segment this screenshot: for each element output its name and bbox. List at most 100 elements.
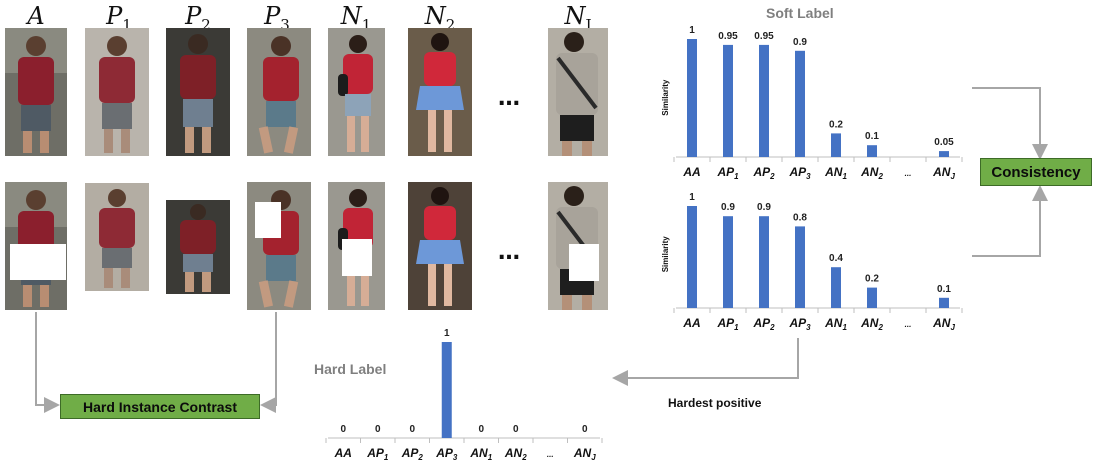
header-negative-j: NJ	[564, 2, 592, 34]
tick-label-hard-6: ...	[547, 450, 554, 459]
tick-label-hard-0: AA	[334, 446, 352, 460]
tick-label-soft-bottom-0: AA	[682, 316, 700, 330]
data-label-soft-bottom-0: 1	[689, 192, 695, 203]
data-label-hard-5: 0	[513, 424, 519, 435]
bar-soft-bottom-5	[867, 287, 877, 308]
arrow-anchor-to-contrast	[35, 312, 60, 413]
person-image-positive-3-erased	[247, 182, 311, 310]
tick-label-soft-bottom-3: AP3	[788, 316, 811, 332]
tick-label-hard-5: AN2	[504, 446, 527, 462]
data-label-soft-bottom-1: 0.9	[721, 202, 735, 213]
tick-label-soft-top-7: ANJ	[932, 165, 955, 181]
erase-mask	[10, 244, 66, 280]
arrow-p3-to-contrast	[260, 312, 277, 413]
data-label-hard-3: 1	[444, 328, 450, 339]
data-label-hard-1: 0	[375, 424, 381, 435]
bar-soft-top-4	[831, 133, 841, 157]
bar-soft-top-3	[795, 50, 805, 157]
hard-instance-contrast-box: Hard Instance Contrast	[60, 394, 260, 419]
person-image-negative-j-erased	[548, 182, 608, 310]
bar-soft-bottom-4	[831, 267, 841, 308]
tick-label-soft-bottom-7: ANJ	[932, 316, 955, 332]
bar-soft-bottom-2	[759, 216, 769, 308]
ellipsis-bottom: …	[498, 240, 520, 265]
tick-label-soft-top-4: AN1	[824, 165, 847, 181]
tick-label-soft-bottom-5: AN2	[860, 316, 883, 332]
data-label-soft-top-4: 0.2	[829, 119, 843, 130]
data-label-soft-bottom-4: 0.4	[829, 253, 843, 264]
data-label-soft-top-0: 1	[689, 25, 695, 36]
header-negative-2: N2	[424, 2, 456, 34]
bar-soft-top-2	[759, 44, 769, 157]
bar-hard-3	[441, 342, 452, 438]
person-image-negative-j	[548, 28, 608, 156]
data-label-hard-4: 0	[478, 424, 484, 435]
bar-soft-top-1	[723, 44, 733, 157]
data-label-soft-bottom-7: 0.1	[937, 284, 951, 295]
erase-mask	[342, 239, 372, 276]
data-label-soft-bottom-2: 0.9	[757, 202, 771, 213]
bar-soft-top-7	[939, 151, 949, 157]
soft-label-title: Soft Label	[766, 5, 834, 21]
tick-label-soft-top-0: AA	[682, 165, 700, 179]
arrow-bottom-to-consistency	[972, 185, 1048, 257]
tick-label-soft-top-2: AP2	[752, 165, 775, 181]
person-image-positive-1-augmented	[85, 183, 149, 291]
data-label-soft-top-2: 0.95	[754, 31, 774, 42]
tick-label-soft-top-6: ...	[905, 169, 912, 178]
person-image-positive-3	[247, 28, 311, 156]
tick-label-hard-4: AN1	[469, 446, 492, 462]
bar-soft-bottom-7	[939, 297, 949, 308]
tick-label-hard-1: AP1	[366, 446, 389, 462]
person-image-anchor	[5, 28, 67, 156]
person-image-negative-1-erased	[328, 182, 385, 310]
data-label-hard-2: 0	[409, 424, 415, 435]
header-positive-2: P2	[185, 2, 211, 34]
person-image-anchor-erased	[5, 182, 67, 310]
arrow-top-to-consistency	[972, 87, 1048, 160]
hardest-positive-label: Hardest positive	[668, 396, 762, 410]
person-image-negative-1	[328, 28, 385, 156]
erase-mask	[569, 244, 599, 281]
soft-label-chart-bottom: Similarity 1 AA 0.9 AP1 0.9 AP2 0.8 AP3 0.4 AN1 0.2…	[661, 192, 963, 332]
data-label-soft-bottom-3: 0.8	[793, 212, 807, 223]
tick-label-soft-bottom-1: AP1	[716, 316, 739, 332]
data-label-soft-top-3: 0.9	[793, 37, 807, 48]
bar-soft-top-0	[687, 39, 697, 157]
ellipsis-top: …	[498, 86, 520, 111]
tick-label-soft-top-3: AP3	[788, 165, 811, 181]
y-axis-label: Similarity	[661, 236, 670, 273]
bar-soft-bottom-3	[795, 226, 805, 308]
data-label-soft-bottom-5: 0.2	[865, 274, 879, 285]
bar-soft-bottom-1	[723, 216, 733, 308]
header-negative-1: N1	[340, 2, 372, 34]
tick-label-soft-bottom-2: AP2	[752, 316, 775, 332]
tick-label-hard-2: AP2	[401, 446, 424, 462]
data-label-soft-top-7: 0.05	[934, 137, 954, 148]
header-anchor: A	[27, 2, 45, 30]
header-positive-1: P1	[106, 2, 132, 34]
consistency-box: Consistency	[980, 158, 1092, 186]
person-image-negative-2	[408, 28, 472, 156]
data-label-hard-7: 0	[582, 424, 588, 435]
person-image-negative-2-augmented	[408, 182, 472, 310]
soft-label-chart-top: Similarity 1 AA 0.95 AP1 0.95 AP2 0.9 AP3 0.2 AN1 0…	[661, 25, 963, 181]
hard-label-title: Hard Label	[314, 361, 387, 377]
data-label-soft-top-5: 0.1	[865, 131, 879, 142]
tick-label-hard-7: ANJ	[573, 446, 596, 462]
bar-soft-top-5	[867, 145, 877, 157]
erase-mask	[255, 202, 281, 238]
tick-label-soft-bottom-6: ...	[905, 320, 912, 329]
arrow-hardest-positive	[612, 338, 799, 386]
tick-label-soft-top-5: AN2	[860, 165, 883, 181]
y-axis-label: Similarity	[661, 79, 670, 116]
hard-label-chart: 0 AA 0 AP1 0 AP2 1 AP3 0 AN1 0 AN2 ... 0 ANJ	[325, 328, 603, 462]
bar-soft-bottom-0	[687, 206, 697, 308]
data-label-hard-0: 0	[340, 424, 346, 435]
tick-label-hard-3: AP3	[435, 446, 458, 462]
data-label-soft-top-1: 0.95	[718, 31, 738, 42]
person-image-positive-2	[166, 28, 230, 156]
tick-label-soft-bottom-4: AN1	[824, 316, 847, 332]
